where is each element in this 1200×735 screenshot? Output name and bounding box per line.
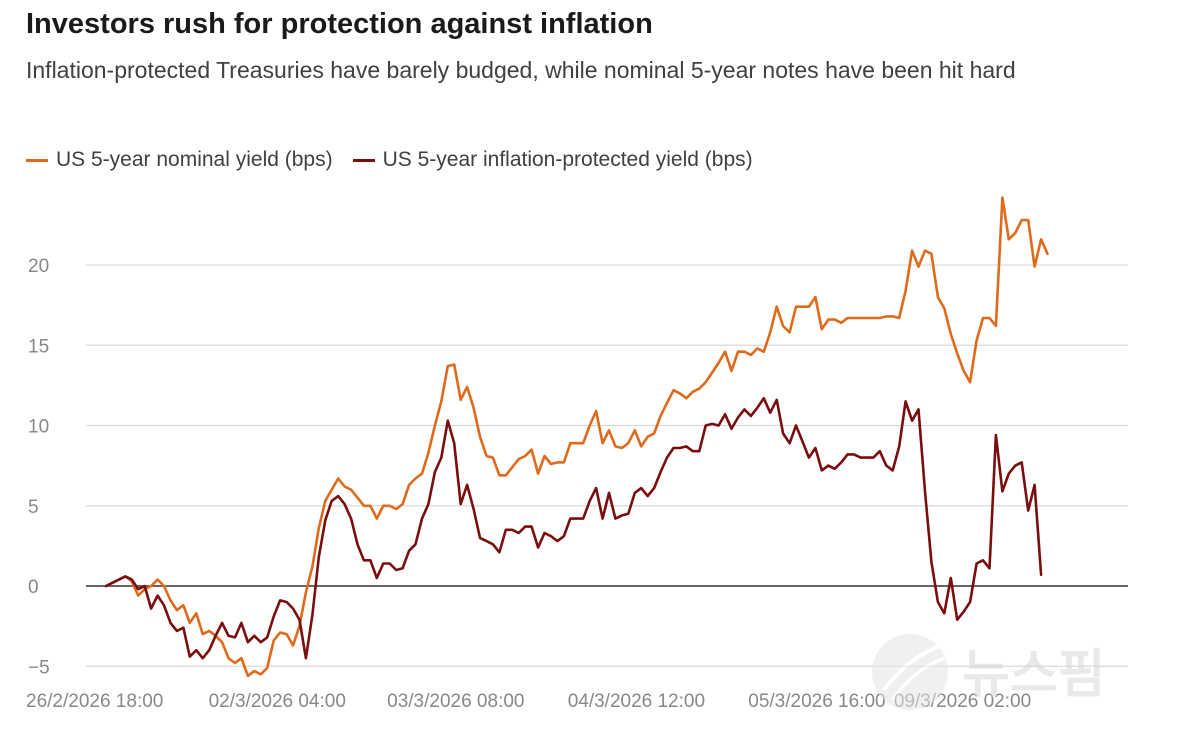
series-lines bbox=[104, 196, 1049, 678]
legend-item-tips: US 5-year inflation-protected yield (bps… bbox=[352, 148, 753, 172]
watermark-circle-icon bbox=[872, 634, 948, 710]
y-tick-label: 10 bbox=[28, 417, 49, 438]
x-axis-ticks: 26/2/2026 18:00 02/3/2026 04:00 03/3/2026 … bbox=[26, 691, 1031, 712]
legend-label-nominal: US 5-year nominal yield (bps) bbox=[56, 148, 333, 171]
y-axis-ticks: −5 0 5 10 15 20 bbox=[28, 256, 50, 678]
legend: US 5-year nominal yield (bps) US 5-year … bbox=[26, 148, 753, 172]
watermark-text: 뉴스핌 bbox=[962, 645, 1106, 705]
series-line-nominal-yield bbox=[104, 196, 1049, 678]
x-tick-label: 03/3/2026 08:00 bbox=[387, 691, 524, 712]
y-tick-label: 20 bbox=[28, 256, 49, 277]
chart-subtitle: Inflation-protected Treasuries have bare… bbox=[26, 57, 1016, 83]
series-line-inflation-protected-yield bbox=[104, 396, 1043, 660]
y-tick-label: −5 bbox=[28, 657, 50, 678]
chart-title: Investors rush for protection against in… bbox=[26, 8, 653, 40]
y-tick-label: 5 bbox=[28, 497, 39, 518]
x-tick-label: 05/3/2026 16:00 bbox=[748, 691, 885, 712]
x-tick-label: 04/3/2026 12:00 bbox=[568, 691, 705, 712]
legend-swatch-nominal bbox=[26, 158, 48, 162]
legend-label-tips: US 5-year inflation-protected yield (bps… bbox=[382, 148, 753, 171]
x-tick-label: 26/2/2026 18:00 bbox=[26, 691, 163, 712]
x-tick-label: 02/3/2026 04:00 bbox=[209, 691, 346, 712]
y-tick-label: 0 bbox=[28, 577, 39, 598]
legend-item-nominal: US 5-year nominal yield (bps) bbox=[26, 148, 333, 172]
watermark-logo: 뉴스핌 bbox=[872, 634, 1106, 710]
y-tick-label: 15 bbox=[28, 336, 49, 357]
gridlines bbox=[86, 264, 1128, 667]
legend-swatch-tips bbox=[352, 158, 375, 162]
